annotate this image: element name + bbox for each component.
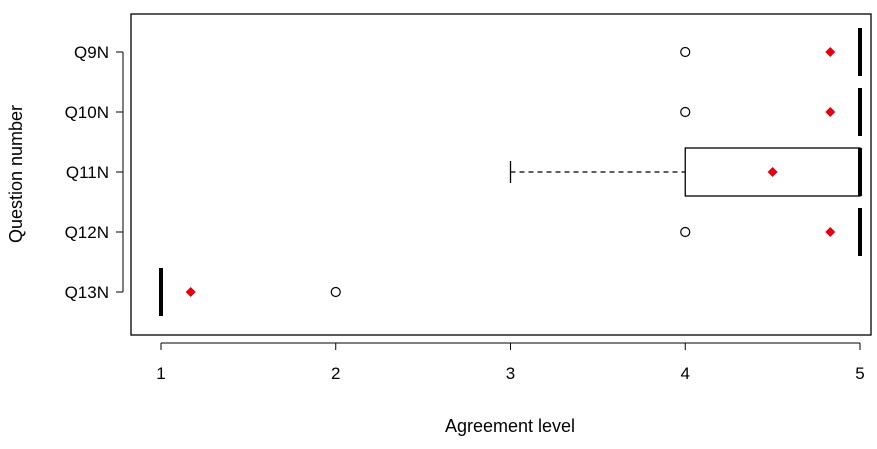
box-q10n <box>680 88 862 136</box>
plot-frame <box>130 13 872 336</box>
y-axis-title: Question number <box>6 105 26 243</box>
x-axis-title: Agreement level <box>445 416 575 436</box>
y-tick-label: Q9N <box>74 43 109 62</box>
mean-marker <box>185 287 196 297</box>
box-q11n <box>509 147 862 197</box>
outlier-point <box>680 106 691 118</box>
x-tick-label: 1 <box>156 364 165 383</box>
y-tick-label: Q11N <box>66 163 109 182</box>
y-axis: Q9N Q10N Q11N Q12N Q13N <box>65 43 124 302</box>
y-tick-label: Q10N <box>65 103 109 122</box>
x-tick-label: 3 <box>506 364 515 383</box>
x-tick-label: 2 <box>331 364 340 383</box>
y-tick-label: Q13N <box>65 283 109 302</box>
box-q13n <box>159 268 341 316</box>
x-tick-label: 5 <box>855 364 864 383</box>
chart-marks <box>159 28 862 316</box>
y-tick-label: Q12N <box>65 223 109 242</box>
mean-marker <box>825 227 836 237</box>
box-q12n <box>680 208 862 256</box>
box-q9n <box>680 28 862 76</box>
mean-marker <box>825 107 836 117</box>
outlier-point <box>680 46 691 58</box>
outlier-point <box>680 226 691 238</box>
mean-marker <box>767 167 778 177</box>
x-tick-label: 4 <box>681 364 690 383</box>
x-axis: 1 2 3 4 5 <box>156 342 865 383</box>
mean-marker <box>825 47 836 57</box>
outlier-point <box>330 286 341 298</box>
